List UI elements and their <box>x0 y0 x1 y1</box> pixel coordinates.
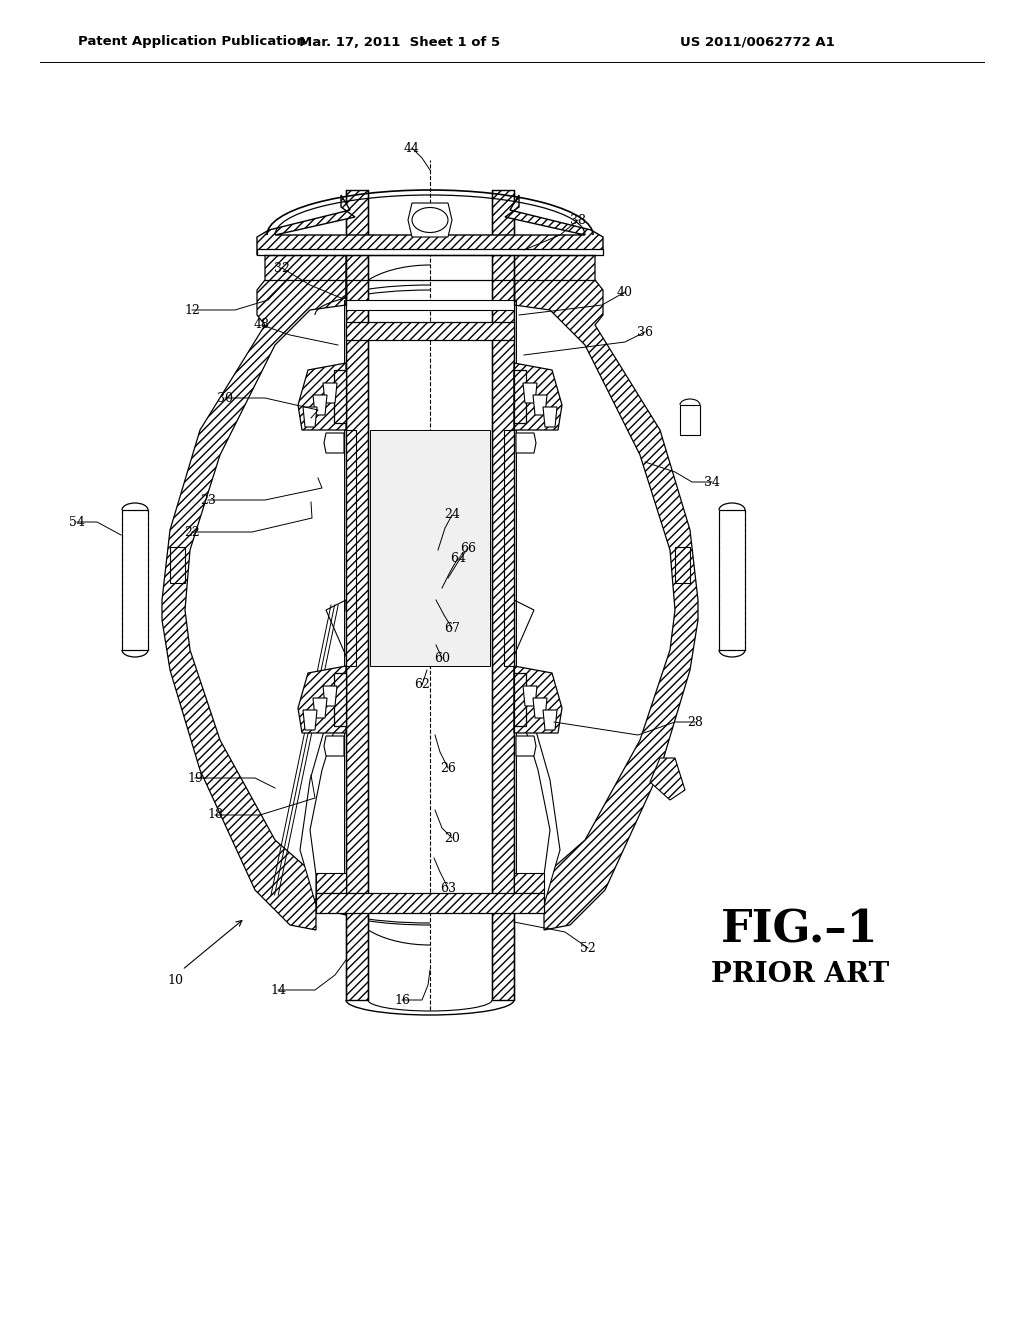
Polygon shape <box>162 255 346 931</box>
Text: 32: 32 <box>274 261 290 275</box>
Polygon shape <box>334 370 346 422</box>
Polygon shape <box>298 667 346 733</box>
Text: 14: 14 <box>270 983 286 997</box>
Text: 24: 24 <box>444 508 460 521</box>
Polygon shape <box>170 546 185 583</box>
Text: Patent Application Publication: Patent Application Publication <box>78 36 306 49</box>
Polygon shape <box>324 737 344 756</box>
Text: 22: 22 <box>184 525 200 539</box>
Text: 60: 60 <box>434 652 450 664</box>
Text: 19: 19 <box>187 771 203 784</box>
Polygon shape <box>534 698 547 718</box>
Polygon shape <box>122 510 148 649</box>
Text: 66: 66 <box>460 541 476 554</box>
Text: 54: 54 <box>69 516 85 528</box>
Polygon shape <box>334 673 346 726</box>
Text: Mar. 17, 2011  Sheet 1 of 5: Mar. 17, 2011 Sheet 1 of 5 <box>299 36 501 49</box>
Polygon shape <box>346 300 514 310</box>
Polygon shape <box>257 195 603 255</box>
Text: 67: 67 <box>444 622 460 635</box>
Polygon shape <box>543 407 557 426</box>
Text: 40: 40 <box>617 285 633 298</box>
Polygon shape <box>523 383 537 403</box>
Polygon shape <box>534 395 547 414</box>
Text: PRIOR ART: PRIOR ART <box>711 961 889 989</box>
Polygon shape <box>257 249 603 255</box>
Polygon shape <box>298 363 346 430</box>
Polygon shape <box>323 383 337 403</box>
Polygon shape <box>514 873 544 894</box>
Text: 30: 30 <box>217 392 233 404</box>
Polygon shape <box>500 601 560 906</box>
Polygon shape <box>346 322 514 341</box>
Polygon shape <box>303 710 317 730</box>
Text: 48: 48 <box>254 318 270 331</box>
Text: 34: 34 <box>705 475 720 488</box>
Polygon shape <box>516 737 536 756</box>
Text: 26: 26 <box>440 762 456 775</box>
Text: US 2011/0062772 A1: US 2011/0062772 A1 <box>680 36 835 49</box>
Polygon shape <box>300 601 360 906</box>
Polygon shape <box>316 873 346 894</box>
Text: 36: 36 <box>637 326 653 338</box>
Text: 18: 18 <box>207 808 223 821</box>
Polygon shape <box>719 510 745 649</box>
Polygon shape <box>514 363 562 430</box>
Polygon shape <box>313 395 327 414</box>
Text: 20: 20 <box>444 832 460 845</box>
Polygon shape <box>516 433 536 453</box>
Polygon shape <box>675 546 690 583</box>
Text: 63: 63 <box>440 882 456 895</box>
Text: FIG.–1: FIG.–1 <box>721 908 879 952</box>
Polygon shape <box>514 255 698 931</box>
Polygon shape <box>543 710 557 730</box>
Text: 38: 38 <box>570 214 586 227</box>
Polygon shape <box>324 433 344 453</box>
Polygon shape <box>680 405 700 436</box>
Text: 62: 62 <box>414 678 430 692</box>
Polygon shape <box>370 430 490 667</box>
Text: 10: 10 <box>167 974 183 986</box>
Text: 12: 12 <box>184 304 200 317</box>
Polygon shape <box>346 190 368 1001</box>
Polygon shape <box>316 894 544 913</box>
Polygon shape <box>323 686 337 706</box>
Polygon shape <box>650 758 685 800</box>
Polygon shape <box>514 667 562 733</box>
Text: 16: 16 <box>394 994 410 1006</box>
Text: 23: 23 <box>200 494 216 507</box>
Text: 52: 52 <box>581 941 596 954</box>
Polygon shape <box>523 686 537 706</box>
Polygon shape <box>346 430 356 667</box>
Polygon shape <box>504 430 514 667</box>
Polygon shape <box>514 370 526 422</box>
Text: 64: 64 <box>450 552 466 565</box>
Text: 44: 44 <box>404 141 420 154</box>
Polygon shape <box>408 203 452 238</box>
Polygon shape <box>303 407 317 426</box>
Text: 28: 28 <box>687 715 702 729</box>
Polygon shape <box>492 190 514 1001</box>
Polygon shape <box>313 698 327 718</box>
Polygon shape <box>514 673 526 726</box>
